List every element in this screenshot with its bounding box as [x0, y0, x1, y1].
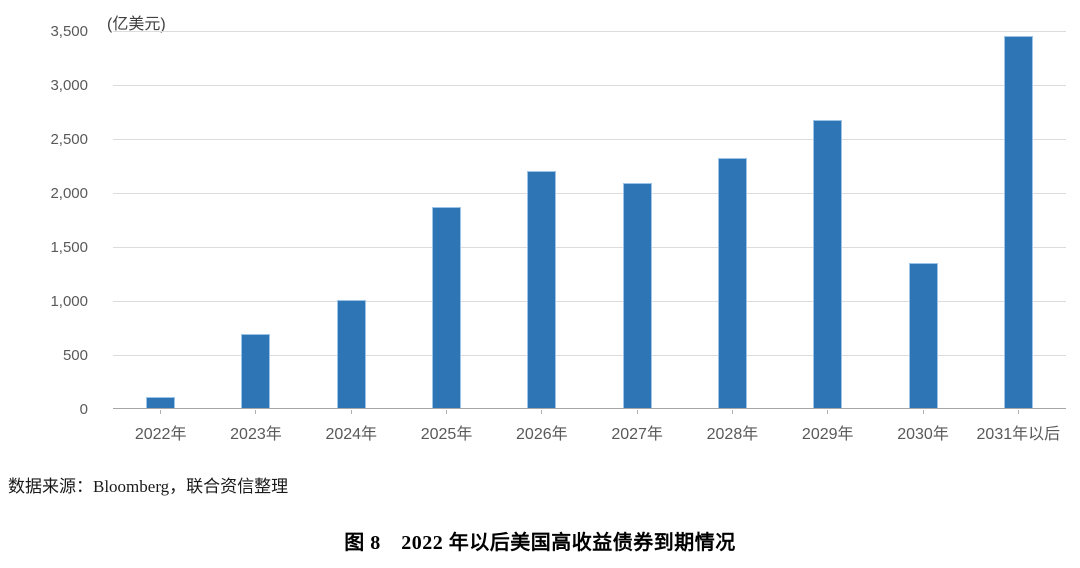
gridline	[113, 193, 1066, 194]
x-tick-label-2028年: 2028年	[706, 426, 759, 443]
x-tick-label-2030年: 2030年	[897, 426, 949, 443]
bar-cell-2022年	[113, 31, 208, 408]
x-tick-mark	[255, 410, 257, 414]
y-tick-label-2,500: 2,500	[50, 130, 88, 148]
bar-2029年	[813, 120, 843, 408]
x-tick-label-2029年: 2029年	[801, 426, 854, 443]
x-cell-2022年: 2022年	[113, 410, 208, 444]
y-tick-label-0: 0	[79, 400, 88, 418]
x-cell-2024年: 2024年	[304, 410, 399, 444]
x-tick-label-2023年: 2023年	[230, 426, 282, 443]
bar-cell-2029年	[780, 31, 875, 408]
bar-2023年	[241, 333, 271, 408]
figure-caption: 图 8 2022 年以后美国高收益债券到期情况	[344, 532, 736, 554]
bar-cell-2030年	[875, 31, 970, 408]
x-tick-label-2022年: 2022年	[134, 426, 187, 443]
x-tick-label-2026年: 2026年	[516, 426, 568, 443]
x-tick-label-2027年: 2027年	[611, 426, 663, 443]
bar-cell-2023年	[208, 31, 303, 408]
x-cell-2026年: 2026年	[494, 410, 589, 444]
plot-area	[113, 31, 1066, 409]
y-tick-label-3,500: 3,500	[50, 22, 88, 40]
bar-2027年	[622, 182, 652, 408]
bars-row	[113, 31, 1066, 408]
bar-cell-2024年	[304, 31, 399, 408]
gridline	[113, 139, 1066, 140]
source-note: 数据来源：Bloomberg，联合资信整理	[8, 477, 289, 496]
x-cell-2030年: 2030年	[875, 410, 970, 444]
x-axis: 2022年 2023年 2024年 2025年 2026年 2027年 2028年 2029年…	[113, 410, 1066, 444]
x-tick-mark	[160, 410, 162, 414]
gridline	[113, 301, 1066, 302]
bar-cell-2026年	[494, 31, 589, 408]
bar-cell-2031年以后	[971, 31, 1066, 408]
x-tick-mark	[922, 410, 924, 414]
bar-cell-2028年	[685, 31, 780, 408]
x-tick-mark	[1017, 410, 1019, 414]
bar-chart: (亿美元) 0 500 1,000 1,500 2,000 2,500 3,000 3,500…	[50, 16, 1066, 444]
y-tick-label-2,000: 2,000	[50, 184, 88, 202]
y-axis-unit-label: (亿美元)	[107, 16, 166, 33]
x-tick-mark	[636, 410, 638, 414]
y-tick-label-3,000: 3,000	[50, 76, 88, 94]
x-cell-2023年: 2023年	[208, 410, 303, 444]
gridline	[113, 247, 1066, 248]
y-tick-label-1,500: 1,500	[50, 238, 88, 256]
bar-2026年	[527, 171, 557, 408]
bar-2030年	[908, 262, 938, 408]
x-tick-label-2025年: 2025年	[420, 426, 473, 443]
bar-2022年	[146, 397, 176, 408]
bar-2025年	[432, 206, 462, 408]
bar-2024年	[336, 300, 366, 408]
x-tick-mark	[541, 410, 543, 414]
x-cell-2031年以后: 2031年以后	[971, 410, 1066, 444]
x-tick-label-2024年: 2024年	[325, 426, 378, 443]
x-tick-label-2031年以后: 2031年以后	[976, 426, 1061, 443]
x-cell-2025年: 2025年	[399, 410, 494, 444]
x-tick-mark	[731, 410, 733, 414]
gridline	[113, 85, 1066, 86]
x-cell-2027年: 2027年	[589, 410, 684, 444]
bar-cell-2027年	[589, 31, 684, 408]
x-cell-2028年: 2028年	[685, 410, 780, 444]
gridline	[113, 31, 1066, 32]
y-tick-label-1,000: 1,000	[50, 292, 88, 310]
x-cell-2029年: 2029年	[780, 410, 875, 444]
bar-2028年	[717, 158, 747, 408]
x-tick-mark	[827, 410, 829, 414]
x-tick-mark	[350, 410, 352, 414]
bar-cell-2025年	[399, 31, 494, 408]
y-tick-label-500: 500	[62, 346, 88, 364]
gridline	[113, 355, 1066, 356]
bar-2031年以后	[1003, 36, 1033, 408]
x-tick-mark	[446, 410, 448, 414]
